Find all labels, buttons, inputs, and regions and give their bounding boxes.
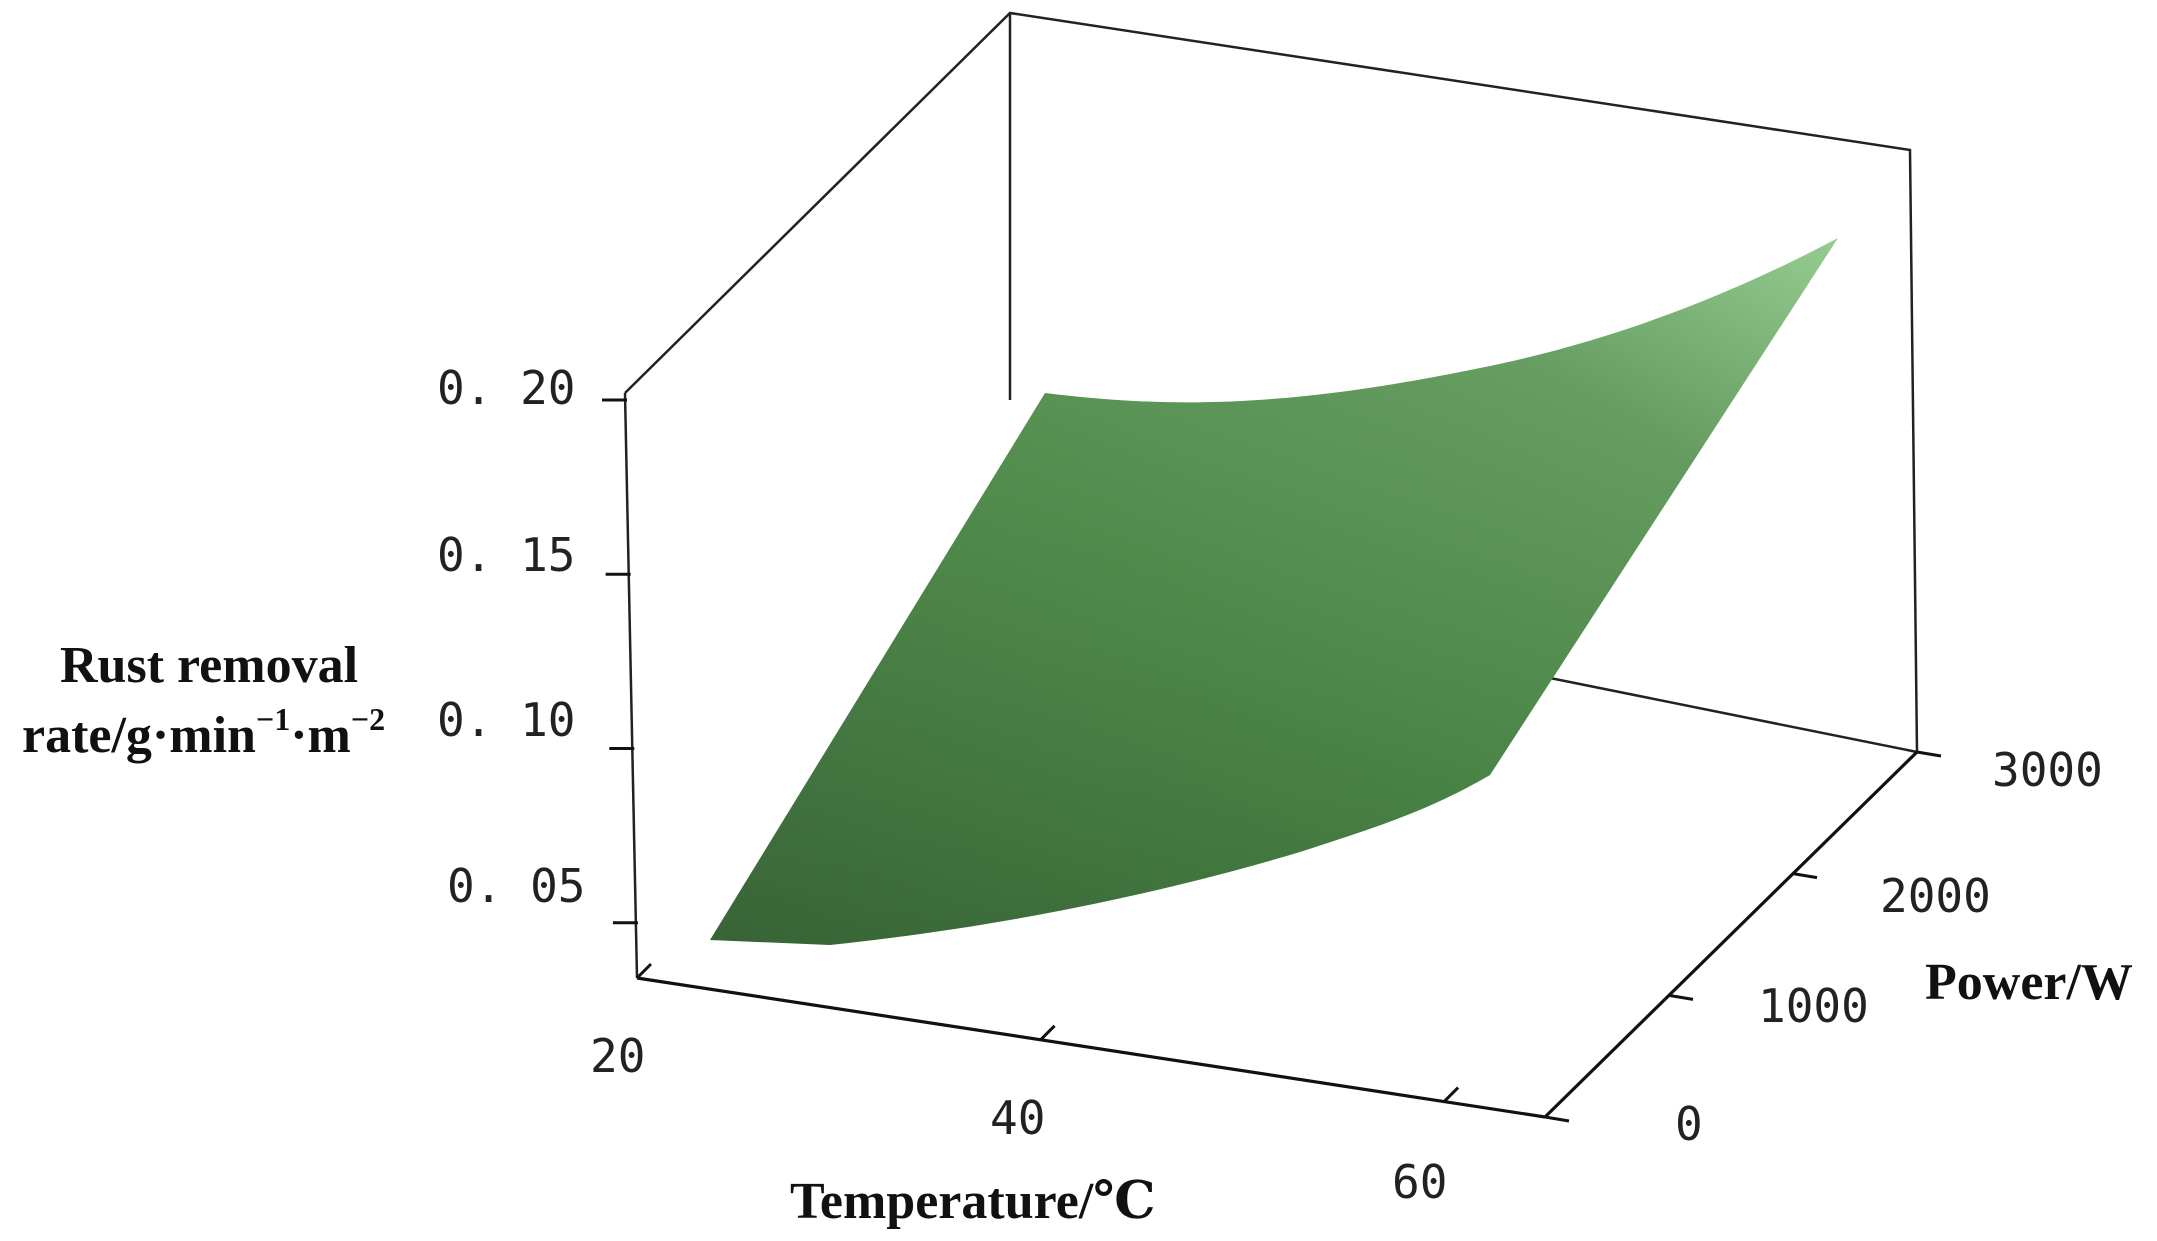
power-tick-label-0: 0 — [1675, 1097, 1703, 1151]
power-tick-mark-1000 — [1668, 993, 1694, 1001]
power-tick-label-2000: 2000 — [1880, 869, 1991, 923]
z-axis-title-line1: Rust removal — [60, 637, 358, 694]
z-tick-label-0.10: 0. 10 — [437, 693, 575, 747]
power-tick-mark-3000 — [1916, 750, 1942, 758]
z-axis-ticks — [602, 398, 638, 925]
power-tick-label-3000: 3000 — [1992, 743, 2103, 797]
power-axis-line — [1543, 750, 1919, 1119]
z-axis-title-base: rate/g·min — [22, 707, 256, 764]
temperature-tick-label-60: 60 — [1392, 1155, 1447, 1209]
z-axis-title-exp1: −1 — [256, 701, 290, 737]
temperature-tick-mark-60 — [1443, 1086, 1460, 1103]
surface-shade — [710, 238, 1838, 945]
power-tick-mark-2000 — [1792, 872, 1818, 880]
z-tick-label-0.05: 0. 05 — [447, 859, 585, 913]
temperature-axis-ticks — [635, 962, 1460, 1103]
response-surface — [710, 238, 1838, 945]
temperature-axis-line — [636, 976, 1546, 1119]
temperature-tick-label-20: 20 — [590, 1029, 645, 1083]
z-axis-title-mid: ·m — [290, 707, 351, 764]
plot-box — [623, 11, 1919, 979]
power-tick-label-1000: 1000 — [1758, 979, 1869, 1033]
power-axis-ticks — [1544, 750, 1942, 1123]
z-axis-title-line2: rate/g·min−1·m−2 — [22, 701, 385, 764]
box-front-left-vertical — [623, 392, 639, 979]
box-back-floor-edge — [1544, 675, 1918, 754]
front-axes — [636, 750, 1919, 1119]
z-tick-label-0.15: 0. 15 — [437, 528, 575, 582]
temperature-axis-title: Temperature/℃ — [790, 1173, 1156, 1230]
temperature-tick-label-40: 40 — [990, 1091, 1045, 1145]
box-top-face — [624, 11, 1919, 753]
z-tick-label-0.20: 0. 20 — [437, 361, 575, 415]
power-tick-mark-0 — [1544, 1115, 1570, 1123]
temperature-tick-mark-40 — [1039, 1024, 1056, 1041]
temperature-tick-mark-20 — [635, 962, 653, 980]
z-axis-title-exp2: −2 — [351, 701, 385, 737]
power-axis-title: Power/W — [1925, 954, 2133, 1011]
